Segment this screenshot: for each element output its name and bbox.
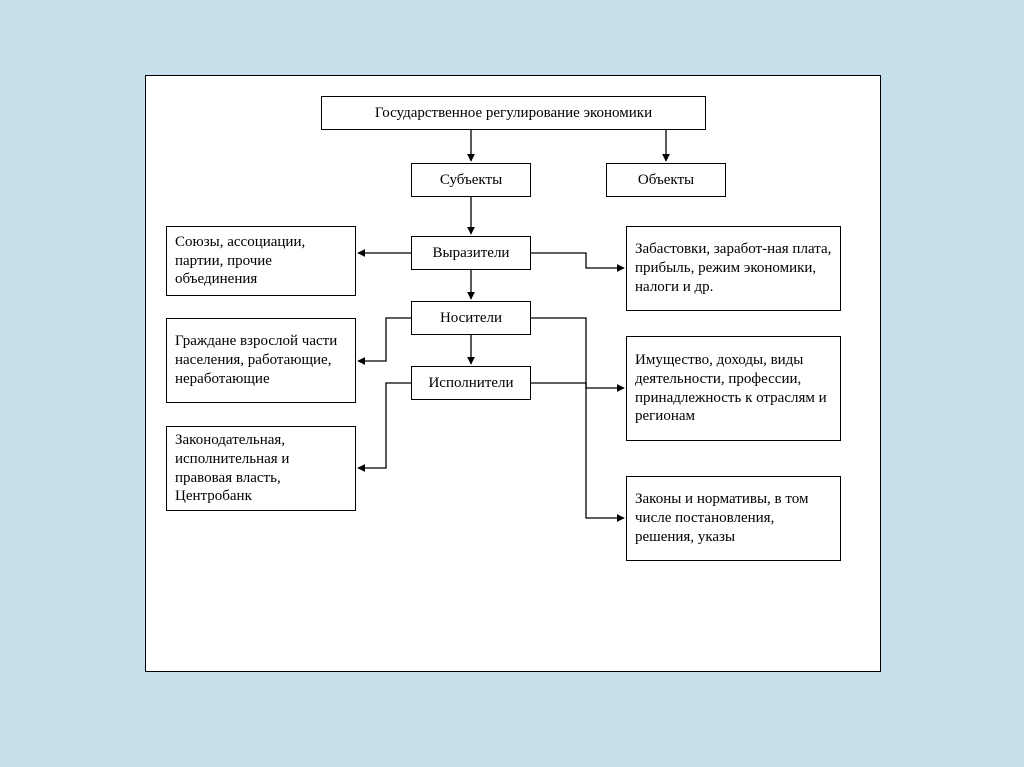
node-right1: Забастовки, заработ-ная плата, прибыль, …: [626, 226, 841, 311]
node-executors-label: Исполнители: [428, 374, 513, 393]
node-left2-label: Граждане взрослой части населения, работ…: [175, 332, 347, 388]
node-root-label: Государственное регулирование экономики: [375, 104, 652, 123]
edge-carriers-left2: [358, 318, 411, 361]
edge-executors-left3: [358, 383, 411, 468]
node-left2: Граждане взрослой части населения, работ…: [166, 318, 356, 403]
node-right1-label: Забастовки, заработ-ная плата, прибыль, …: [635, 240, 832, 296]
diagram-canvas: Государственное регулирование экономики …: [145, 75, 881, 672]
node-subjects-label: Субъекты: [440, 171, 502, 190]
node-right3: Законы и нормативы, в том числе постанов…: [626, 476, 841, 561]
node-left3-label: Законодательная, исполнительная и правов…: [175, 431, 347, 506]
node-left1: Союзы, ассоциации, партии, прочие объеди…: [166, 226, 356, 296]
node-right2-label: Имущество, доходы, виды деятельности, пр…: [635, 351, 832, 426]
edge-executors-right3: [531, 383, 624, 518]
node-objects-label: Объекты: [638, 171, 694, 190]
node-root: Государственное регулирование экономики: [321, 96, 706, 130]
node-left3: Законодательная, исполнительная и правов…: [166, 426, 356, 511]
node-right3-label: Законы и нормативы, в том числе постанов…: [635, 490, 832, 546]
node-carriers: Носители: [411, 301, 531, 335]
node-carriers-label: Носители: [440, 309, 502, 328]
node-right2: Имущество, доходы, виды деятельности, пр…: [626, 336, 841, 441]
edge-expressors-right1: [531, 253, 624, 268]
node-subjects: Субъекты: [411, 163, 531, 197]
node-executors: Исполнители: [411, 366, 531, 400]
node-expressors: Выразители: [411, 236, 531, 270]
edge-carriers-right2: [531, 318, 624, 388]
node-left1-label: Союзы, ассоциации, партии, прочие объеди…: [175, 233, 347, 289]
node-objects: Объекты: [606, 163, 726, 197]
node-expressors-label: Выразители: [433, 244, 510, 263]
